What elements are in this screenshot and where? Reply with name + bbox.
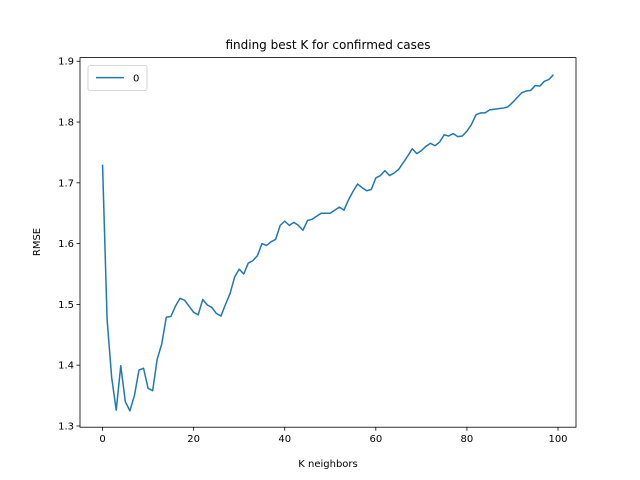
y-tick-label: 1.8 [58,118,74,129]
y-axis-label: RMSE [32,228,43,256]
y-tick-label: 1.9 [58,57,74,68]
x-tick-label: 40 [278,434,291,445]
x-tick-label: 20 [187,434,200,445]
x-axis-label: K neighbors [298,459,357,470]
legend-label: 0 [133,74,139,85]
y-tick-label: 1.5 [58,300,74,311]
chart-title: finding best K for confirmed cases [225,38,430,52]
y-tick-label: 1.3 [58,421,74,432]
x-tick-label: 80 [461,434,474,445]
x-tick-label: 0 [99,434,105,445]
x-tick-label: 100 [548,434,567,445]
y-tick-label: 1.4 [58,361,74,372]
y-tick-label: 1.7 [58,178,74,189]
x-tick-label: 60 [369,434,382,445]
data-line [101,74,554,412]
plot-frame [79,57,577,428]
y-tick-label: 1.6 [58,239,74,250]
